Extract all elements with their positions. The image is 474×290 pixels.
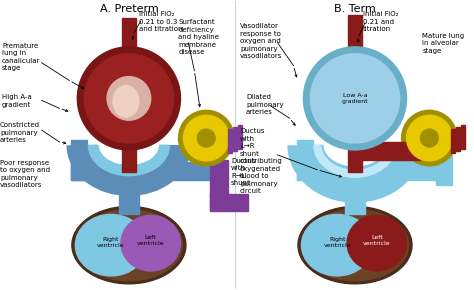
Ellipse shape — [75, 209, 182, 281]
Text: High A-a
gradient: High A-a gradient — [2, 95, 32, 108]
Text: Surfactant
deficiency
and hyaline
membrane
disease: Surfactant deficiency and hyaline membra… — [179, 19, 219, 55]
Text: Mature lung
in alveolar
stage: Mature lung in alveolar stage — [422, 33, 465, 54]
Circle shape — [303, 47, 407, 150]
Text: Right
ventricle: Right ventricle — [97, 237, 125, 248]
FancyBboxPatch shape — [72, 140, 87, 180]
FancyBboxPatch shape — [436, 155, 452, 185]
Circle shape — [401, 110, 457, 166]
FancyBboxPatch shape — [461, 125, 465, 149]
Text: Poor response
to oxygen and
pulmonary
vasodilators: Poor response to oxygen and pulmonary va… — [0, 160, 50, 188]
Circle shape — [107, 77, 151, 120]
FancyBboxPatch shape — [72, 164, 106, 180]
Ellipse shape — [75, 214, 147, 276]
Ellipse shape — [72, 206, 186, 284]
Text: B. Term: B. Term — [334, 4, 376, 14]
FancyBboxPatch shape — [238, 125, 242, 149]
Circle shape — [77, 47, 181, 150]
Circle shape — [197, 129, 215, 147]
Circle shape — [310, 54, 400, 143]
Text: Dilated
pulmonary
arteries: Dilated pulmonary arteries — [246, 95, 283, 115]
Ellipse shape — [121, 215, 181, 271]
FancyBboxPatch shape — [361, 142, 420, 160]
Ellipse shape — [298, 206, 412, 284]
Circle shape — [84, 54, 173, 143]
Text: Right
ventricle: Right ventricle — [323, 237, 351, 248]
Text: Constricted
pulmonary
arteries: Constricted pulmonary arteries — [0, 122, 40, 143]
FancyBboxPatch shape — [122, 18, 136, 172]
Text: Low A-a
gradient: Low A-a gradient — [342, 93, 368, 104]
Circle shape — [183, 115, 229, 161]
Text: Left
ventricle: Left ventricle — [363, 235, 391, 246]
FancyBboxPatch shape — [348, 15, 362, 172]
FancyBboxPatch shape — [210, 194, 248, 211]
FancyBboxPatch shape — [397, 160, 446, 180]
Ellipse shape — [301, 214, 373, 276]
Text: Left
ventricle: Left ventricle — [137, 235, 164, 246]
Circle shape — [420, 129, 438, 147]
FancyBboxPatch shape — [233, 127, 237, 151]
Text: Premature
lung in
canalicular
stage: Premature lung in canalicular stage — [2, 43, 40, 71]
FancyBboxPatch shape — [298, 140, 313, 180]
Text: Vasodilator
response to
oxygen and
pulmonary
vasodilators: Vasodilator response to oxygen and pulmo… — [240, 23, 283, 59]
Ellipse shape — [347, 215, 407, 271]
FancyBboxPatch shape — [298, 164, 332, 180]
FancyBboxPatch shape — [456, 127, 460, 151]
FancyBboxPatch shape — [451, 129, 455, 153]
Text: Ductus
with
L→R
shunt
contributing
oxygenated
blood to
pulmonary
circuit: Ductus with L→R shunt contributing oxyge… — [240, 128, 283, 194]
FancyBboxPatch shape — [228, 129, 232, 153]
Text: Ductus
with
R→L
shunt: Ductus with R→L shunt — [231, 158, 255, 186]
FancyBboxPatch shape — [119, 173, 139, 214]
Circle shape — [407, 115, 452, 161]
Text: A. Preterm: A. Preterm — [100, 4, 158, 14]
Text: Initial FiO₂
0.21 and
titration: Initial FiO₂ 0.21 and titration — [363, 11, 399, 32]
FancyBboxPatch shape — [345, 173, 365, 214]
FancyBboxPatch shape — [210, 160, 228, 209]
Circle shape — [179, 110, 234, 166]
FancyBboxPatch shape — [171, 162, 215, 180]
Ellipse shape — [113, 86, 139, 117]
Ellipse shape — [301, 209, 409, 281]
Text: Initial FiO₂
0.21 to 0.3
and titration: Initial FiO₂ 0.21 to 0.3 and titration — [139, 11, 182, 32]
